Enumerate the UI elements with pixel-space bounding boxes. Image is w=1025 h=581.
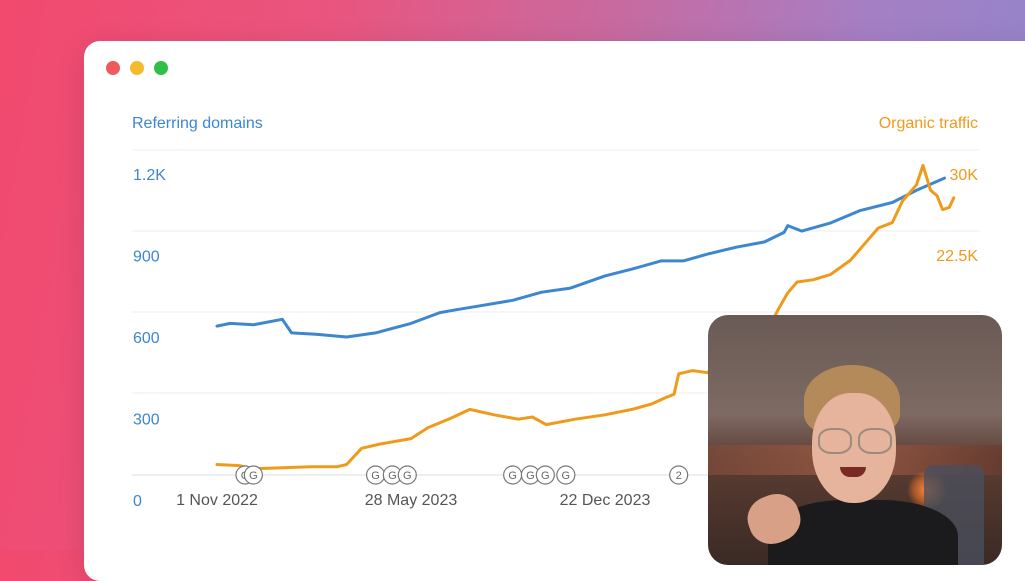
- left-axis-tick-label: 300: [133, 412, 160, 429]
- annotation-marker-label: G: [371, 470, 380, 482]
- annotation-marker: [669, 465, 689, 485]
- annotation-marker-label: G: [403, 470, 412, 482]
- annotation-marker: [397, 465, 417, 485]
- annotation-marker-label: G: [388, 470, 397, 482]
- left-axis-tick-label: 900: [133, 249, 160, 266]
- window-controls: [106, 61, 168, 75]
- right-axis-tick-label: 30K: [950, 167, 979, 184]
- annotation-marker: [556, 465, 576, 485]
- annotation-marker-label: G: [526, 470, 535, 482]
- annotation-marker-label: G: [508, 470, 517, 482]
- annotation-marker: [535, 465, 555, 485]
- app-window: Referring domains Organic traffic: [84, 41, 1025, 581]
- line-chart: 0 300 600 900 1.2K 22.5K 30K 1 Nov 2022 28 May 2…: [132, 149, 980, 510]
- annotation-marker-label: 2: [676, 470, 682, 482]
- left-axis-tick-label: 600: [133, 330, 160, 347]
- annotation-marker-label: G: [541, 470, 550, 482]
- annotation-marker-label: G: [249, 470, 258, 482]
- x-axis-tick-label: 28 May 2023: [365, 492, 458, 509]
- right-axis-title: Organic traffic: [878, 115, 978, 132]
- minimize-window-button[interactable]: [130, 61, 144, 75]
- close-window-button[interactable]: [106, 61, 120, 75]
- organic-traffic-line: [215, 163, 956, 471]
- right-axis-tick-label: 22.5K: [936, 248, 978, 265]
- left-axis-tick-label: 0: [133, 493, 142, 510]
- maximize-window-button[interactable]: [154, 61, 168, 75]
- x-axis-tick-label: 1 Nov 2022: [176, 492, 258, 509]
- left-axis-title: Referring domains: [132, 115, 263, 132]
- referring-domains-line: [215, 176, 946, 339]
- annotation-marker-label: G: [562, 470, 571, 482]
- annotation-marker: [243, 465, 263, 485]
- webcam-overlay: [708, 315, 1002, 565]
- x-axis-tick-label: 22 Dec 2023: [560, 492, 651, 509]
- left-axis-tick-label: 1.2K: [133, 167, 166, 184]
